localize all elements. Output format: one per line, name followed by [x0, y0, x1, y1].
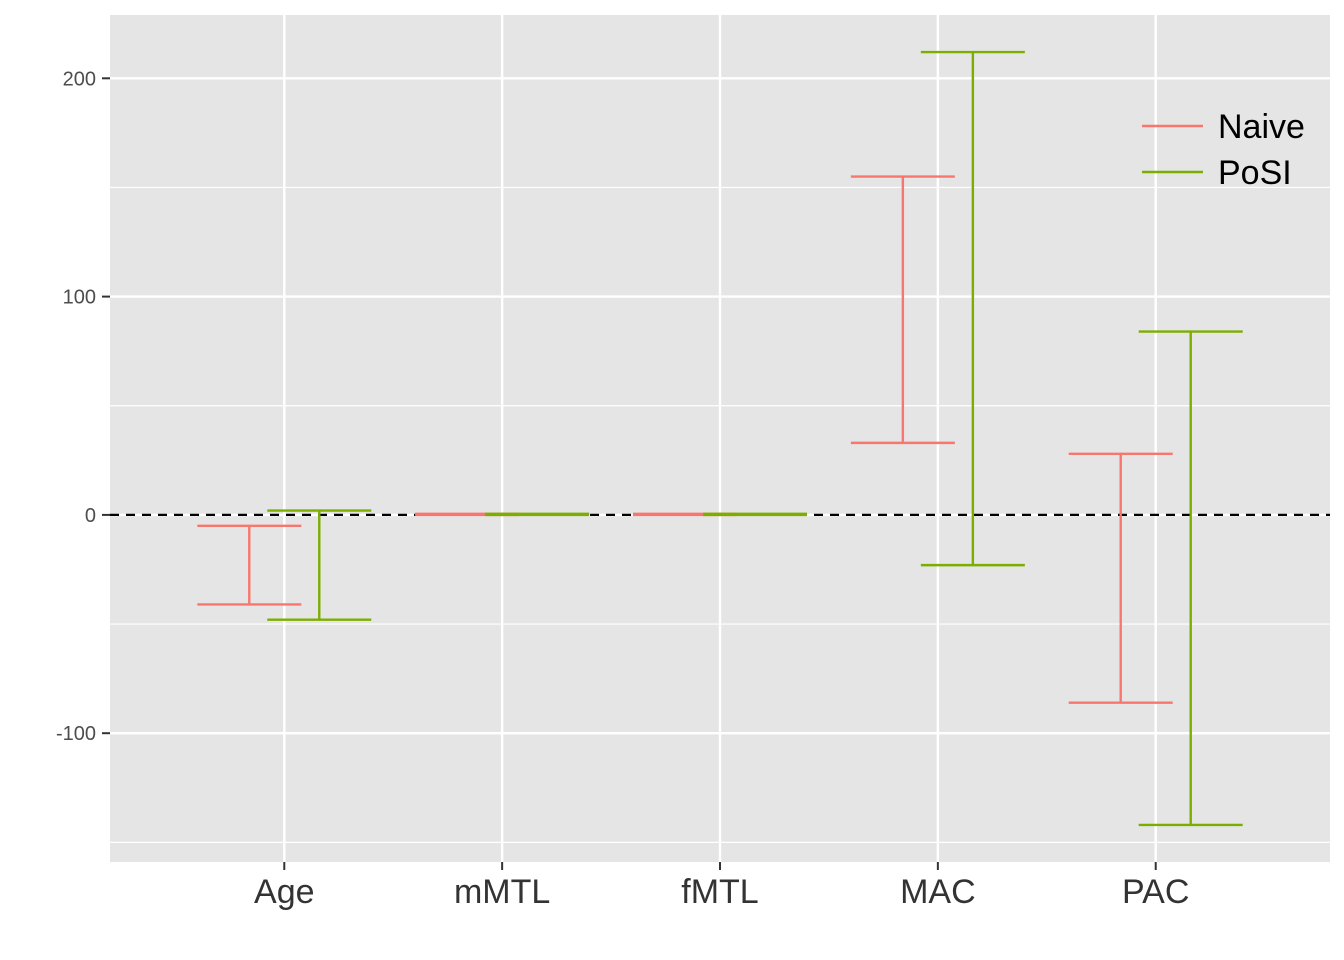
x-tick-label: PAC: [1122, 873, 1189, 911]
legend-label-naive: Naive: [1218, 108, 1305, 146]
errorbar-posi-age: [267, 509, 372, 621]
y-tick-label: 200: [63, 68, 96, 90]
errorbar-naive-age: [197, 524, 302, 606]
y-tick-label: 100: [63, 287, 96, 309]
x-tick-label: mMTL: [454, 873, 550, 911]
errorbar-naive-pac: [1068, 452, 1173, 704]
errorbar-posi-pac: [1138, 330, 1243, 827]
x-axis: Age mMTL fMTL MAC PAC: [254, 862, 1189, 911]
errorbar-posi-mmtl: [485, 512, 590, 517]
error-bars: [197, 50, 1243, 827]
errorbar-posi-fmtl: [703, 512, 807, 517]
legend: Naive PoSI: [1142, 108, 1305, 192]
x-tick-label: fMTL: [681, 873, 758, 911]
legend-label-posi: PoSI: [1218, 154, 1292, 192]
y-tick-label: -100: [56, 723, 96, 745]
errorbar-posi-mac: [920, 50, 1025, 567]
x-tick-label: MAC: [900, 873, 976, 911]
x-tick-label: Age: [254, 873, 315, 911]
y-tick-label: 0: [85, 505, 96, 527]
y-axis: -100 0 100 200: [56, 68, 110, 745]
errorbar-naive-mac: [850, 175, 955, 445]
